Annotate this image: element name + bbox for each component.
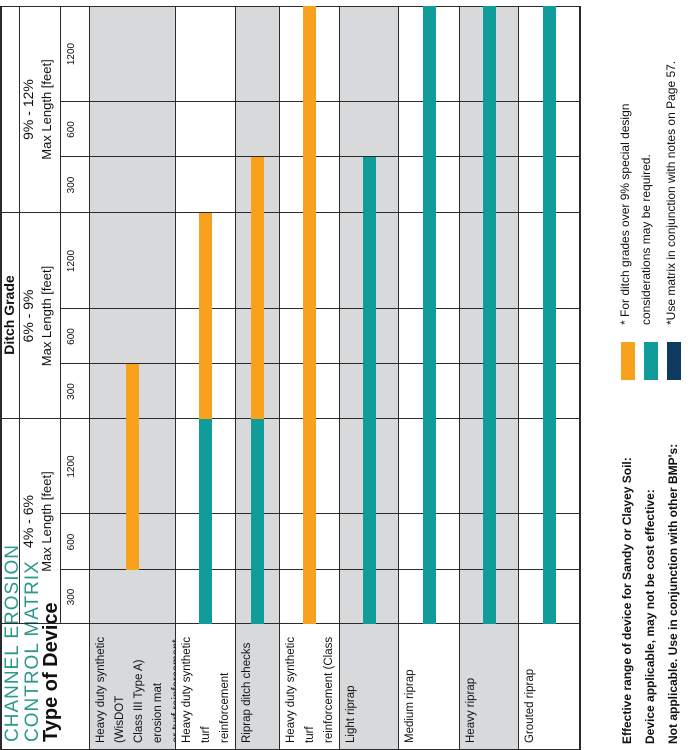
length-divider	[60, 156, 579, 157]
note-text: * For ditch grades over 9% special desig…	[618, 103, 632, 325]
range-bar-applicable	[482, 6, 496, 624]
grade-label: 4% - 6%	[20, 495, 36, 548]
device-label-line: Riprap ditch checks	[241, 642, 253, 743]
legend-label: Effective range of device for Sandy or C…	[620, 457, 634, 744]
row-divider	[518, 6, 519, 750]
device-label-line: Medium riprap	[404, 669, 416, 744]
length-value: 300	[66, 176, 77, 194]
device-label: Heavy riprap	[462, 631, 481, 743]
ditch-grade-title: Ditch Grade	[1, 275, 17, 355]
row-divider	[339, 6, 340, 750]
device-label-line: Heavy riprap	[465, 677, 477, 743]
length-value: 600	[66, 328, 77, 345]
range-bar-applicable	[422, 6, 436, 624]
legend-swatch-not-applicable	[667, 342, 681, 380]
note-text: *Use matrix in conjunction with notes on…	[664, 60, 678, 325]
device-label-line: Heavy duty synthetic turf	[285, 636, 316, 743]
length-divider	[60, 101, 579, 102]
device-label-line: Class III Type A) erosion mat	[133, 659, 164, 743]
max-length-label: Max Length [feet]	[39, 59, 54, 160]
row-divider	[398, 6, 399, 750]
legend-swatch-applicable	[644, 342, 658, 380]
device-label-line: Heavy duty synthetic (WisDOT	[95, 636, 126, 743]
length-value: 300	[66, 588, 77, 606]
device-label-line: Light riprap	[345, 685, 357, 743]
length-divider	[60, 308, 579, 309]
max-length-label: Max Length [feet]	[39, 265, 54, 367]
range-bar-effective	[126, 364, 139, 570]
range-bar-effective	[303, 6, 316, 624]
length-value: 1200	[66, 42, 77, 66]
range-bar-effective	[199, 213, 212, 419]
legend-label: Not applicable. Use in conjunction with …	[666, 443, 680, 744]
length-value: 1200	[66, 249, 77, 273]
length-value: 1200	[66, 455, 77, 478]
range-bar-applicable	[542, 6, 556, 624]
row-divider	[175, 6, 176, 750]
note-text: considerations may be required.	[639, 154, 653, 325]
device-label: Grouted riprap	[521, 631, 540, 743]
range-bar-effective	[251, 157, 264, 419]
max-length-label: Max Length [feet]	[39, 471, 54, 572]
max-length-underline	[60, 6, 61, 624]
length-value: 600	[66, 533, 77, 551]
row-divider	[459, 6, 460, 750]
row-divider	[89, 6, 90, 750]
row-divider	[235, 6, 236, 750]
range-bar-applicable	[199, 419, 212, 624]
legend-swatch-effective	[621, 342, 635, 380]
device-label: Medium riprap	[401, 631, 420, 744]
range-bar-applicable	[251, 419, 264, 624]
grade-label: 9% - 12%	[20, 79, 36, 140]
length-value: 300	[66, 383, 77, 400]
legend-label: Device applicable, may not be cost effec…	[643, 489, 657, 744]
row-divider	[279, 6, 280, 750]
length-value: 600	[66, 121, 77, 138]
grade-label: 6% - 9%	[20, 289, 36, 343]
device-label: Light riprap	[342, 631, 361, 743]
range-bar-applicable	[362, 157, 376, 624]
device-label-line: Grouted riprap	[524, 668, 536, 743]
table-bottom-border	[579, 6, 581, 750]
device-label-line: Heavy duty synthetic turf	[181, 636, 212, 743]
device-label: Riprap ditch checks	[238, 631, 257, 743]
